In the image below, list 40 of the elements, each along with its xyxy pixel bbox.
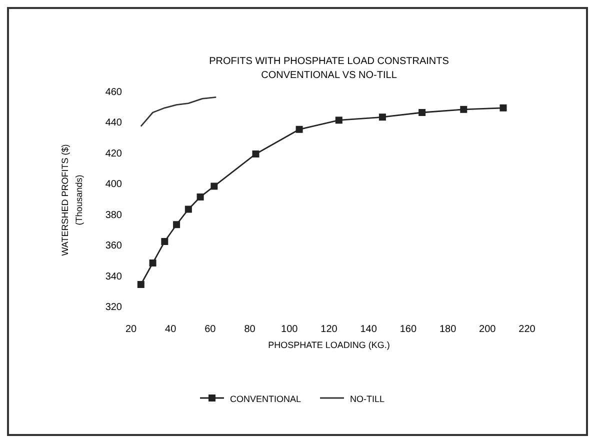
- point: [296, 126, 303, 133]
- x-tick-label: 220: [518, 324, 536, 335]
- point: [184, 206, 192, 213]
- x-tick-label: 200: [479, 324, 496, 335]
- point: [378, 114, 386, 121]
- line-series: [140, 96, 217, 128]
- x-tick-label: 60: [204, 324, 216, 335]
- x-tick-label: 160: [400, 324, 417, 335]
- y-tick-label: 360: [105, 240, 122, 252]
- chart-title: PROFITS WITH PHOSPHATE LOAD CONSTRAINTS: [209, 56, 450, 67]
- point: [137, 281, 144, 288]
- y-tick-label: 380: [105, 210, 122, 221]
- legend-label: NO-TILL: [350, 394, 385, 404]
- x-axis-title: PHOSPHATE LOADING (KG.): [268, 340, 390, 350]
- x-tick-label: 40: [165, 324, 177, 335]
- x-tick-label: 120: [320, 324, 338, 335]
- point: [210, 182, 218, 190]
- point: [335, 116, 342, 124]
- y-tick-label: 420: [105, 148, 122, 160]
- point: [500, 104, 507, 112]
- x-tick-label: 80: [244, 324, 256, 335]
- point: [149, 260, 156, 266]
- x-tick-label: 180: [439, 324, 457, 335]
- x-tick-label: 140: [360, 324, 378, 335]
- point: [460, 106, 468, 113]
- y-tick-label: 340: [105, 271, 122, 282]
- point: [196, 193, 204, 200]
- y-axis-title: WATERSHED PROFITS ($) (Thousands): [60, 144, 84, 256]
- point: [173, 221, 180, 228]
- y-tick-label: 440: [105, 118, 122, 129]
- y-tick-label: 320: [105, 302, 122, 313]
- x-tick-label: 20: [125, 324, 137, 335]
- point: [252, 150, 260, 158]
- y-tick-label: 400: [105, 179, 122, 190]
- chart-subtitle: CONVENTIONAL VS NO-TILL: [261, 70, 398, 81]
- legend-label: CONVENTIONAL: [230, 394, 302, 404]
- y-tick-label: 460: [105, 87, 122, 98]
- point: [418, 109, 426, 116]
- point: [161, 238, 168, 245]
- x-tick-label: 100: [281, 324, 298, 335]
